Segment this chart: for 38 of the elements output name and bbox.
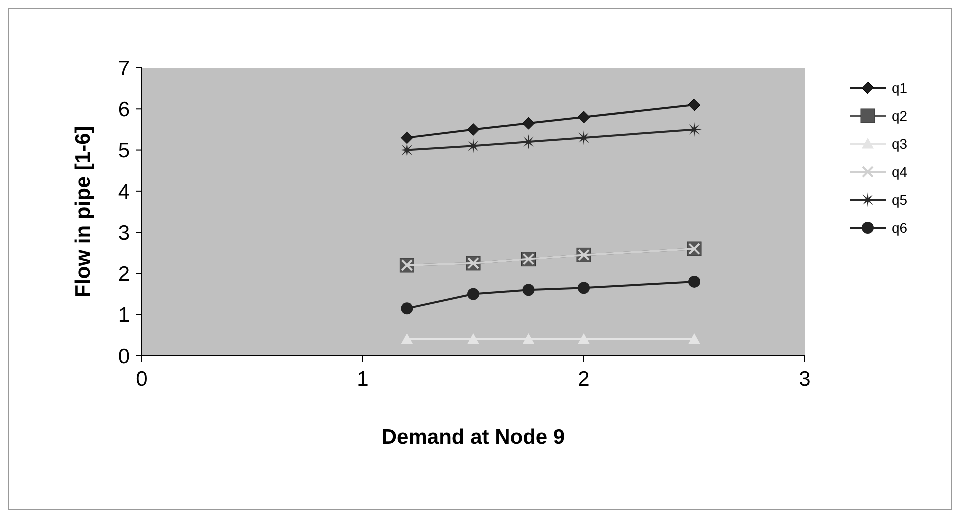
x-tick-label: 0 — [136, 368, 148, 391]
x-tick-label: 2 — [578, 368, 590, 391]
point — [578, 111, 590, 124]
y-axis-title: Flow in pipe [1-6] — [72, 126, 95, 298]
point — [576, 130, 592, 146]
y-tick-label: 1 — [118, 304, 130, 328]
legend-label: q5 — [892, 192, 908, 208]
point — [687, 122, 702, 138]
legend-label: q3 — [892, 136, 908, 152]
point — [522, 334, 535, 344]
point — [688, 334, 700, 344]
point — [468, 288, 480, 300]
x-tick-label: 1 — [357, 368, 369, 391]
x-tick-label: 3 — [799, 368, 811, 391]
legend-label: q6 — [892, 220, 908, 236]
y-tick-label: 4 — [118, 180, 130, 204]
point — [468, 334, 480, 344]
legend-label: q4 — [892, 164, 908, 180]
point — [466, 138, 481, 154]
point — [688, 276, 700, 288]
y-tick-label: 7 — [118, 57, 130, 80]
y-tick-label: 5 — [118, 140, 130, 163]
point — [578, 334, 590, 344]
y-tick-label: 3 — [118, 222, 130, 245]
legend-label: q2 — [892, 108, 908, 124]
y-tick-label: 6 — [118, 98, 130, 122]
legend-label: q1 — [892, 80, 908, 96]
point — [522, 284, 535, 296]
y-tick-label: 2 — [118, 263, 130, 286]
point — [688, 98, 701, 112]
point — [401, 302, 414, 315]
y-tick-label: 0 — [118, 345, 130, 368]
x-axis-title: Demand at Node 9 — [382, 426, 566, 449]
point — [467, 123, 480, 136]
point — [578, 282, 590, 294]
point — [400, 132, 414, 144]
point — [522, 117, 535, 130]
point — [401, 334, 414, 344]
